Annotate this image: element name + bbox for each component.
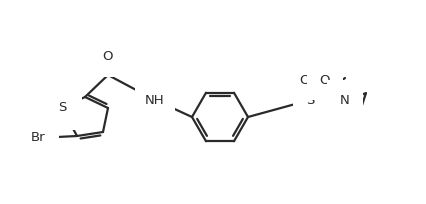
Text: S: S xyxy=(305,93,314,106)
Text: NH: NH xyxy=(145,93,164,106)
Text: Br: Br xyxy=(31,132,45,144)
Text: O: O xyxy=(299,73,310,86)
Text: O: O xyxy=(319,73,329,86)
Text: S: S xyxy=(58,102,66,114)
Text: N: N xyxy=(340,93,349,106)
Text: O: O xyxy=(103,51,113,63)
